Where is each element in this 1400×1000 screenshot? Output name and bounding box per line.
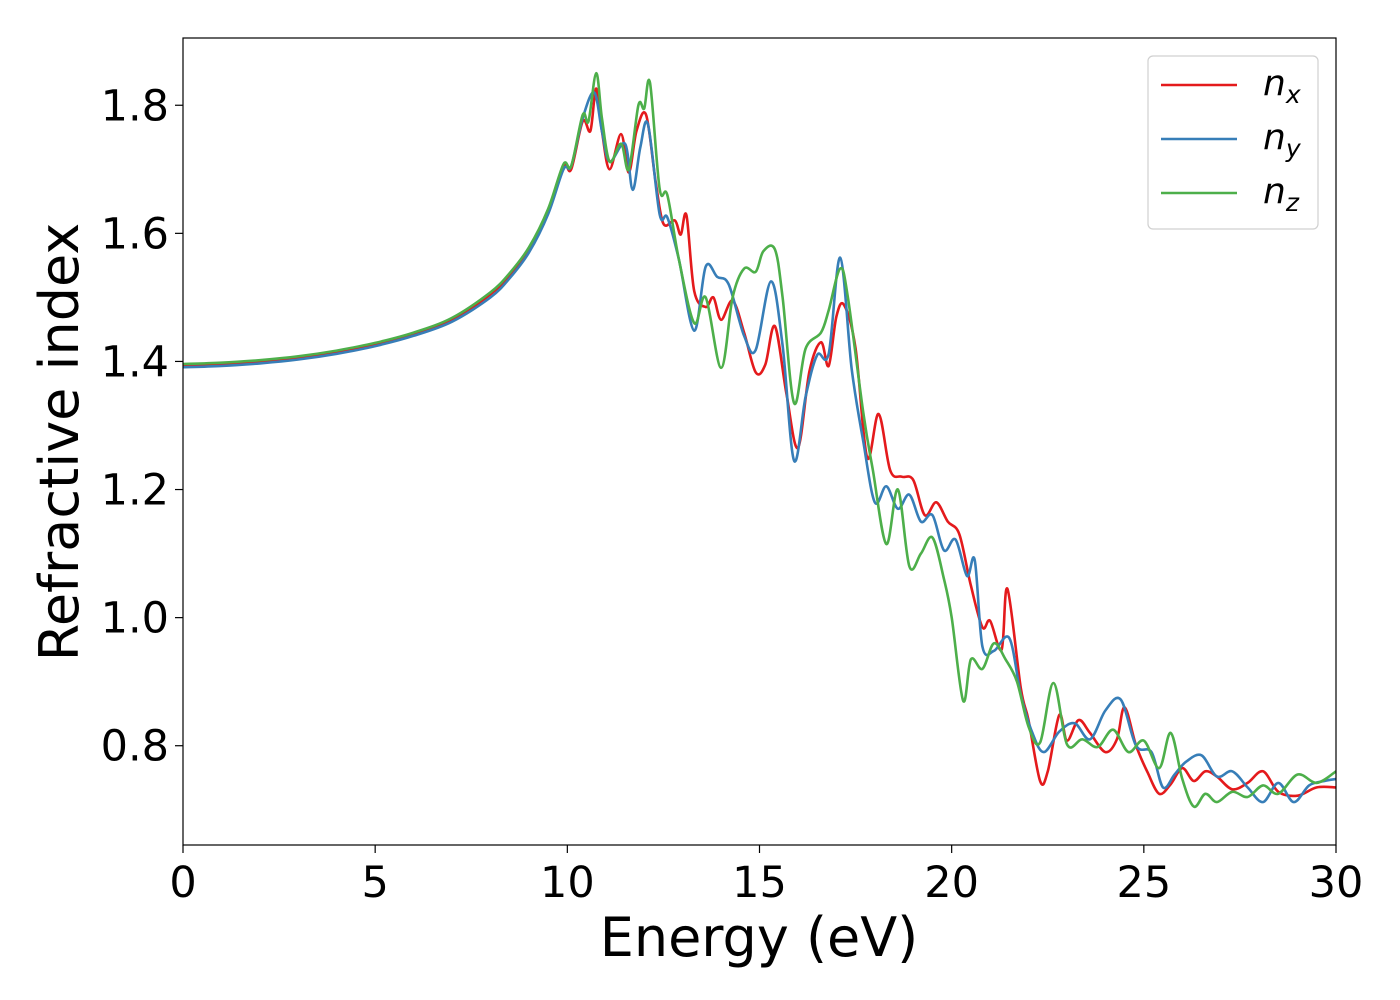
x-tick-label: 20 bbox=[924, 858, 979, 908]
legend: nx ny nz bbox=[1147, 55, 1319, 230]
x-axis: 0 5 10 15 20 25 30 bbox=[169, 845, 1363, 908]
y-tick-label: 1.8 bbox=[101, 81, 169, 131]
y-axis-label: Refractive index bbox=[28, 223, 91, 662]
y-tick-label: 1.6 bbox=[101, 209, 169, 259]
x-tick-label: 0 bbox=[169, 858, 196, 908]
x-tick-label: 15 bbox=[732, 858, 787, 908]
legend-label-n_z: nz bbox=[1263, 171, 1300, 217]
series-layer bbox=[183, 71, 1336, 809]
y-tick-label: 1.4 bbox=[101, 337, 169, 387]
y-tick-label: 0.8 bbox=[101, 722, 169, 772]
y-tick-label: 1.0 bbox=[101, 594, 169, 644]
legend-box bbox=[1147, 55, 1319, 230]
x-axis-label: Energy (eV) bbox=[600, 906, 919, 969]
x-tick-label: 30 bbox=[1309, 858, 1364, 908]
legend-label-n_y: ny bbox=[1263, 117, 1302, 163]
series-line-n_z bbox=[183, 71, 1336, 809]
y-axis: 0.8 1.0 1.2 1.4 1.6 1.8 bbox=[101, 81, 183, 772]
legend-label-n_x: nx bbox=[1263, 63, 1301, 109]
y-tick-label: 1.2 bbox=[101, 466, 169, 516]
x-tick-label: 5 bbox=[361, 858, 388, 908]
x-tick-label: 10 bbox=[540, 858, 595, 908]
x-tick-label: 25 bbox=[1116, 858, 1171, 908]
